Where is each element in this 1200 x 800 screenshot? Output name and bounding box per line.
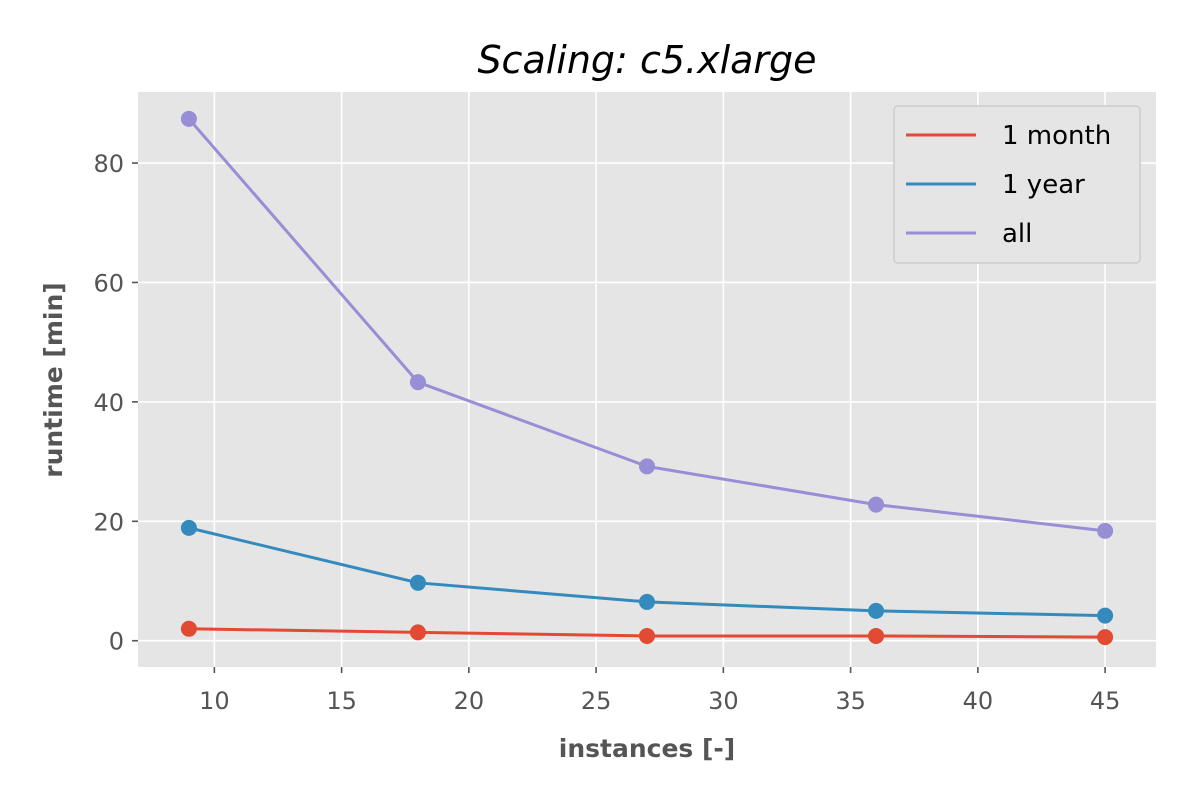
y-axis-label: runtime [min] xyxy=(39,282,68,477)
y-tick-label-40: 40 xyxy=(93,389,124,417)
data-point-all-45 xyxy=(1097,522,1114,539)
legend-label-1-year: 1 year xyxy=(1002,170,1085,200)
legend-label-all: all xyxy=(1002,219,1032,249)
y-ticks: 0 20 40 60 80 xyxy=(93,150,138,656)
data-point-1-year-27 xyxy=(639,593,655,610)
series-all xyxy=(180,110,1114,539)
y-tick-label-60: 60 xyxy=(93,269,124,297)
legend-label-1-month: 1 month xyxy=(1002,121,1111,151)
data-point-all-9 xyxy=(180,110,197,127)
data-point-all-18 xyxy=(409,374,426,391)
x-tick-label-30: 30 xyxy=(708,687,739,715)
data-point-1-month-18 xyxy=(409,624,426,641)
legend-box xyxy=(893,105,1141,264)
x-tick-label-40: 40 xyxy=(963,687,994,715)
x-tick-label-15: 15 xyxy=(326,687,357,715)
data-point-1-month-45 xyxy=(1097,629,1114,646)
data-point-1-year-36 xyxy=(868,602,885,619)
series-1-year xyxy=(180,519,1114,624)
x-ticks: 10 15 20 25 30 35 40 45 xyxy=(199,667,1120,715)
x-tick-label-20: 20 xyxy=(454,687,485,715)
data-point-1-month-36 xyxy=(868,627,885,644)
x-tick-label-45: 45 xyxy=(1090,687,1121,715)
data-point-1-year-18 xyxy=(409,574,426,591)
y-tick-label-20: 20 xyxy=(93,508,124,536)
x-axis-label: instances [-] xyxy=(559,734,735,763)
x-tick-label-35: 35 xyxy=(835,687,866,715)
series-layer xyxy=(180,110,1114,646)
data-point-all-27 xyxy=(639,458,655,475)
chart-title: Scaling: c5.xlarge xyxy=(477,38,816,82)
data-point-1-month-27 xyxy=(639,627,655,644)
x-tick-label-10: 10 xyxy=(199,687,230,715)
x-tick-label-25: 25 xyxy=(581,687,612,715)
y-tick-label-0: 0 xyxy=(109,628,124,656)
data-point-1-year-9 xyxy=(180,519,197,536)
data-point-1-month-9 xyxy=(180,620,197,637)
y-tick-label-80: 80 xyxy=(93,150,124,178)
series-1-month xyxy=(180,620,1114,646)
data-point-all-36 xyxy=(868,496,885,513)
legend: 1 month 1 year all xyxy=(893,105,1141,264)
data-point-1-year-45 xyxy=(1097,607,1114,624)
